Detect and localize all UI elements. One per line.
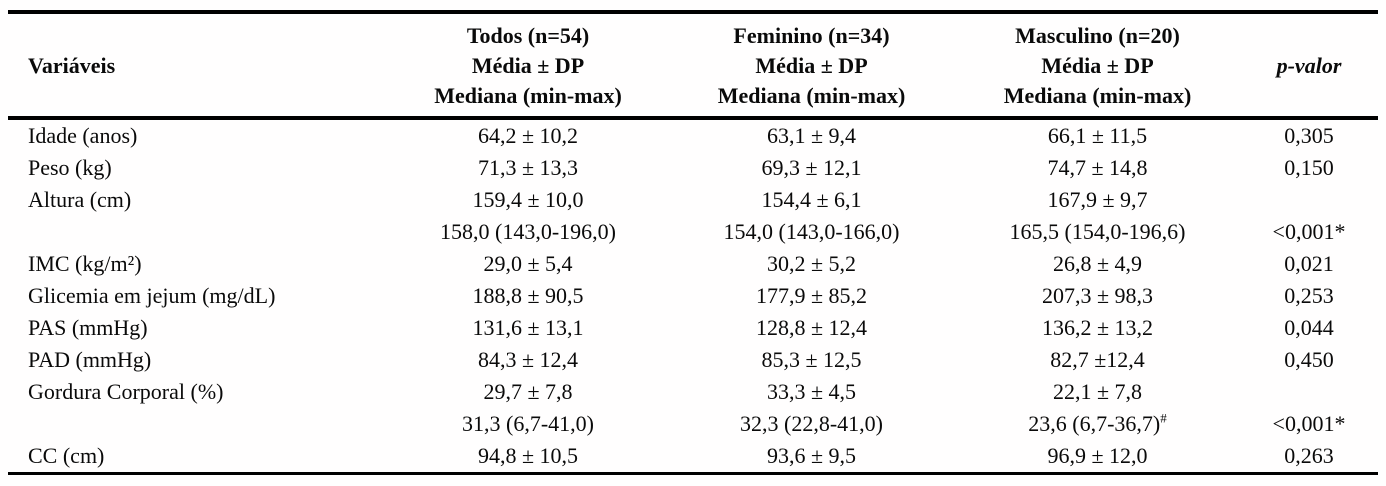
column-header-feminino: Feminino (n=34) Média ± DP Mediana (min-… [668, 12, 955, 120]
cell-variable-label [8, 216, 388, 248]
cell-masculino: 136,2 ± 13,2 [1041, 315, 1154, 340]
column-header-pvalue: p-valor [1240, 12, 1378, 120]
group-title-masculino: Masculino (n=20) [1015, 23, 1180, 48]
cell-todos: 159,4 ± 10,0 [472, 187, 584, 212]
cell-pvalue: 0,450 [1284, 347, 1334, 372]
cell-feminino: 30,2 ± 5,2 [766, 251, 857, 276]
footnote-marker: # [1160, 410, 1167, 426]
table-body: Idade (anos) 64,2 ± 10,2 63,1 ± 9,4 66,1… [8, 118, 1378, 474]
cell-feminino: 32,3 (22,8-41,0) [740, 411, 883, 436]
table-row-gordura-media: Gordura Corporal (%) 29,7 ± 7,8 33,3 ± 4… [8, 376, 1378, 408]
cell-todos: 131,6 ± 13,1 [472, 315, 584, 340]
cell-masculino: 22,1 ± 7,8 [1052, 379, 1143, 404]
group-title-feminino: Feminino (n=34) [733, 23, 890, 48]
cell-todos: 64,2 ± 10,2 [477, 123, 579, 148]
table-row-gordura-mediana: 31,3 (6,7-41,0) 32,3 (22,8-41,0) 23,6 (6… [8, 408, 1378, 440]
table-row-altura-mediana: 158,0 (143,0-196,0) 154,0 (143,0-166,0) … [8, 216, 1378, 248]
cell-masculino: 165,5 (154,0-196,6) [1009, 219, 1186, 244]
cell-todos: 84,3 ± 12,4 [477, 347, 579, 372]
cell-todos: 29,0 ± 5,4 [483, 251, 573, 276]
table-row-peso: Peso (kg) 71,3 ± 13,3 69,3 ± 12,1 74,7 ±… [8, 152, 1378, 184]
cell-variable-label: PAS (mmHg) [28, 315, 148, 340]
cell-masculino: 23,6 (6,7-36,7)# [955, 408, 1240, 440]
cell-masculino: 74,7 ± 14,8 [1047, 155, 1148, 180]
cell-feminino: 177,9 ± 85,2 [755, 283, 868, 308]
group-stat-line-masculino: Média ± DP [1041, 53, 1154, 78]
cell-pvalue: <0,001* [1272, 411, 1346, 436]
cell-pvalue [1240, 376, 1378, 408]
cell-feminino: 154,4 ± 6,1 [761, 187, 862, 212]
cell-masculino: 82,7 ±12,4 [1050, 347, 1145, 372]
cell-feminino: 69,3 ± 12,1 [761, 155, 862, 180]
cell-masculino: 96,9 ± 12,0 [1047, 443, 1148, 468]
table-row-imc: IMC (kg/m²) 29,0 ± 5,4 30,2 ± 5,2 26,8 ±… [8, 248, 1378, 280]
cell-pvalue: 0,263 [1284, 443, 1334, 468]
cell-variable-label: PAD (mmHg) [28, 347, 152, 372]
cell-masculino: 26,8 ± 4,9 [1052, 251, 1143, 276]
cell-pvalue: 0,044 [1284, 315, 1334, 340]
cell-variable-label: Glicemia em jejum (mg/dL) [28, 283, 276, 308]
cell-pvalue: 0,150 [1284, 155, 1334, 180]
cell-variable-label [8, 408, 388, 440]
cell-masculino: 207,3 ± 98,3 [1041, 283, 1154, 308]
group-median-line-todos: Mediana (min-max) [434, 83, 622, 108]
cell-variable-label: Altura (cm) [28, 187, 132, 212]
cell-masculino: 167,9 ± 9,7 [1047, 187, 1148, 212]
cell-todos: 188,8 ± 90,5 [472, 283, 584, 308]
cell-todos: 31,3 (6,7-41,0) [462, 411, 594, 436]
cell-feminino: 33,3 ± 4,5 [766, 379, 857, 404]
cell-variable-label: CC (cm) [28, 443, 105, 468]
column-header-todos: Todos (n=54) Média ± DP Mediana (min-max… [388, 12, 668, 120]
cell-pvalue: 0,253 [1284, 283, 1334, 308]
cell-pvalue: 0,305 [1284, 123, 1334, 148]
table-row-idade: Idade (anos) 64,2 ± 10,2 63,1 ± 9,4 66,1… [8, 118, 1378, 152]
cell-variable-label: IMC (kg/m²) [28, 251, 142, 276]
cell-feminino: 85,3 ± 12,5 [761, 347, 862, 372]
cell-todos: 158,0 (143,0-196,0) [440, 219, 616, 244]
group-stat-line-feminino: Média ± DP [755, 53, 868, 78]
group-median-line-feminino: Mediana (min-max) [717, 83, 906, 108]
group-median-line-masculino: Mediana (min-max) [1003, 83, 1192, 108]
cell-pvalue: 0,021 [1284, 251, 1334, 276]
cell-pvalue [1240, 184, 1378, 216]
column-header-masculino: Masculino (n=20) Média ± DP Mediana (min… [955, 12, 1240, 120]
table-row-pas: PAS (mmHg) 131,6 ± 13,1 128,8 ± 12,4 136… [8, 312, 1378, 344]
cell-feminino: 63,1 ± 9,4 [766, 123, 857, 148]
cell-variable-label: Idade (anos) [28, 123, 138, 148]
header-row: Variáveis Todos (n=54) Média ± DP Median… [8, 12, 1378, 120]
median-value: 23,6 (6,7-36,7) [1028, 411, 1161, 436]
column-header-variables: Variáveis [8, 12, 388, 120]
table-row-altura-media: Altura (cm) 159,4 ± 10,0 154,4 ± 6,1 167… [8, 184, 1378, 216]
cell-todos: 94,8 ± 10,5 [477, 443, 579, 468]
cell-todos: 29,7 ± 7,8 [483, 379, 573, 404]
demographics-table: Variáveis Todos (n=54) Média ± DP Median… [8, 10, 1378, 475]
cell-feminino: 93,6 ± 9,5 [766, 443, 857, 468]
table-header: Variáveis Todos (n=54) Média ± DP Median… [8, 12, 1378, 120]
group-stat-line-todos: Média ± DP [471, 53, 585, 78]
cell-variable-label: Peso (kg) [28, 155, 112, 180]
table-row-pad: PAD (mmHg) 84,3 ± 12,4 85,3 ± 12,5 82,7 … [8, 344, 1378, 376]
cell-feminino: 128,8 ± 12,4 [755, 315, 868, 340]
cell-pvalue: <0,001* [1272, 219, 1346, 244]
cell-feminino: 154,0 (143,0-166,0) [723, 219, 900, 244]
cell-todos: 71,3 ± 13,3 [477, 155, 579, 180]
cell-masculino: 66,1 ± 11,5 [1047, 123, 1148, 148]
cell-variable-label: Gordura Corporal (%) [28, 379, 224, 404]
group-title-todos: Todos (n=54) [466, 23, 590, 48]
table-row-glicemia: Glicemia em jejum (mg/dL) 188,8 ± 90,5 1… [8, 280, 1378, 312]
table-row-cc: CC (cm) 94,8 ± 10,5 93,6 ± 9,5 96,9 ± 12… [8, 440, 1378, 474]
